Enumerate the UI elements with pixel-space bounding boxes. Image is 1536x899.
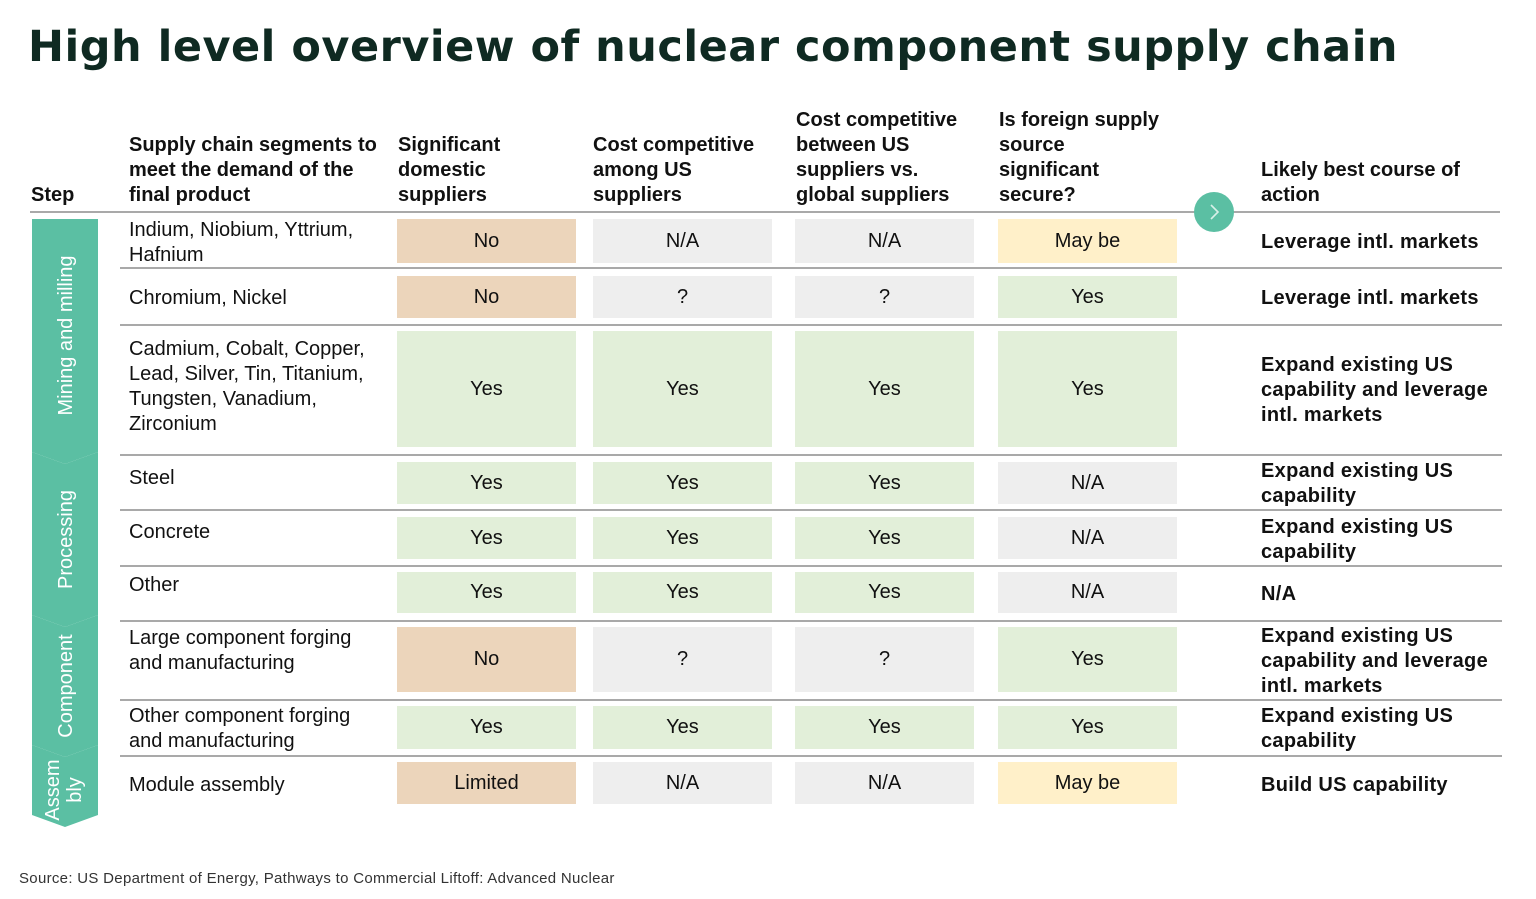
segment-label: Large component forging and manufacturin… xyxy=(129,627,352,674)
header-step: Step xyxy=(31,100,121,208)
step-label: Mining and milling xyxy=(55,255,77,415)
cell-foreign: Yes xyxy=(998,276,1177,318)
cell-cost-us: N/A xyxy=(593,762,772,804)
cell-foreign: May be xyxy=(998,219,1177,263)
cell-domestic: Limited xyxy=(397,762,576,804)
segment-label: Other component forging and manufacturin… xyxy=(129,705,351,752)
arrow-circle xyxy=(1194,192,1234,232)
cell-domestic: Yes xyxy=(397,462,576,504)
cell-cost-global: N/A xyxy=(795,762,974,804)
header-step-label: Step xyxy=(31,184,75,206)
row-divider xyxy=(120,324,1502,326)
cell-cost-global: ? xyxy=(795,627,974,692)
action-label: Expand existing US capability and levera… xyxy=(1261,354,1488,426)
cell-domestic: No xyxy=(397,276,576,318)
header-divider xyxy=(30,211,1500,213)
cell-domestic: Yes xyxy=(397,572,576,613)
cell-foreign: N/A xyxy=(998,517,1177,559)
row-divider xyxy=(120,267,1502,269)
row-divider xyxy=(120,699,1502,701)
segment-label: Module assembly xyxy=(129,774,285,796)
segment-label: Indium, Niobium, Yttrium, Hafnium xyxy=(129,219,354,266)
action-label: Expand existing US capability xyxy=(1261,460,1454,507)
segment-label: Chromium, Nickel xyxy=(129,287,287,309)
cell-cost-us: ? xyxy=(593,276,772,318)
cell-cost-global: N/A xyxy=(795,219,974,263)
page-title: High level overview of nuclear component… xyxy=(28,22,1399,72)
row-divider xyxy=(120,454,1502,456)
header-domestic-label: Significant domestic suppliers xyxy=(398,134,501,206)
source-note: Source: US Department of Energy, Pathway… xyxy=(19,870,615,887)
cell-foreign: Yes xyxy=(998,706,1177,749)
header-action-label: Likely best course of action xyxy=(1261,159,1460,206)
row-divider xyxy=(120,565,1502,567)
action-label: Expand existing US capability xyxy=(1261,705,1454,752)
header-domestic: Significant domestic suppliers xyxy=(398,100,548,208)
step-chevrons: Mining and milling Processing Component Ass… xyxy=(32,219,98,827)
step-chevron xyxy=(32,452,98,627)
cell-cost-us: N/A xyxy=(593,219,772,263)
step-chevron xyxy=(32,745,98,827)
step-label: Component xyxy=(55,634,77,738)
cell-cost-global: Yes xyxy=(795,517,974,559)
segment-label: Concrete xyxy=(129,521,211,543)
step-chevron xyxy=(32,219,98,464)
header-segments-label: Supply chain segments to meet the demand… xyxy=(129,134,377,206)
cell-domestic: Yes xyxy=(397,331,576,447)
header-cost-us: Cost competitive among US suppliers xyxy=(593,100,778,208)
action-label: Build US capability xyxy=(1261,774,1448,796)
step-label: Assembly xyxy=(42,759,86,820)
cell-cost-global: ? xyxy=(795,276,974,318)
cell-domestic: No xyxy=(397,219,576,263)
cell-foreign: Yes xyxy=(998,331,1177,447)
row-divider xyxy=(120,620,1502,622)
cell-cost-us: Yes xyxy=(593,706,772,749)
header-action: Likely best course of action xyxy=(1261,100,1491,208)
cell-cost-us: Yes xyxy=(593,572,772,613)
cell-domestic: No xyxy=(397,627,576,692)
cell-foreign: May be xyxy=(998,762,1177,804)
cell-cost-us: ? xyxy=(593,627,772,692)
action-label: Expand existing US capability xyxy=(1261,516,1454,563)
cell-cost-us: Yes xyxy=(593,517,772,559)
cell-foreign: N/A xyxy=(998,462,1177,504)
step-label: Processing xyxy=(55,490,77,589)
row-divider xyxy=(120,755,1502,757)
action-label: Leverage intl. markets xyxy=(1261,287,1479,309)
step-chevron xyxy=(32,615,98,757)
cell-cost-global: Yes xyxy=(795,331,974,447)
segment-label: Cadmium, Cobalt, Copper, Lead, Silver, T… xyxy=(129,338,365,435)
header-foreign: Is foreign supply source significant sec… xyxy=(999,100,1169,208)
cell-cost-us: Yes xyxy=(593,331,772,447)
header-segments: Supply chain segments to meet the demand… xyxy=(129,100,379,208)
action-label: N/A xyxy=(1261,583,1297,605)
cell-domestic: Yes xyxy=(397,706,576,749)
segment-label: Other xyxy=(129,574,180,596)
header-cost-global-label: Cost competitive between US suppliers vs… xyxy=(796,109,958,206)
header-cost-global: Cost competitive between US suppliers vs… xyxy=(796,100,976,208)
action-label: Leverage intl. markets xyxy=(1261,231,1479,253)
header-foreign-label: Is foreign supply source significant sec… xyxy=(999,109,1160,206)
cell-foreign: Yes xyxy=(998,627,1177,692)
chevron-right-icon xyxy=(1210,204,1220,220)
cell-cost-global: Yes xyxy=(795,572,974,613)
header-cost-us-label: Cost competitive among US suppliers xyxy=(593,134,755,206)
cell-foreign: N/A xyxy=(998,572,1177,613)
cell-cost-us: Yes xyxy=(593,462,772,504)
cell-cost-global: Yes xyxy=(795,462,974,504)
action-label: Expand existing US capability and levera… xyxy=(1261,625,1488,697)
segment-label: Steel xyxy=(129,467,175,489)
cell-cost-global: Yes xyxy=(795,706,974,749)
cell-domestic: Yes xyxy=(397,517,576,559)
row-divider xyxy=(120,509,1502,511)
